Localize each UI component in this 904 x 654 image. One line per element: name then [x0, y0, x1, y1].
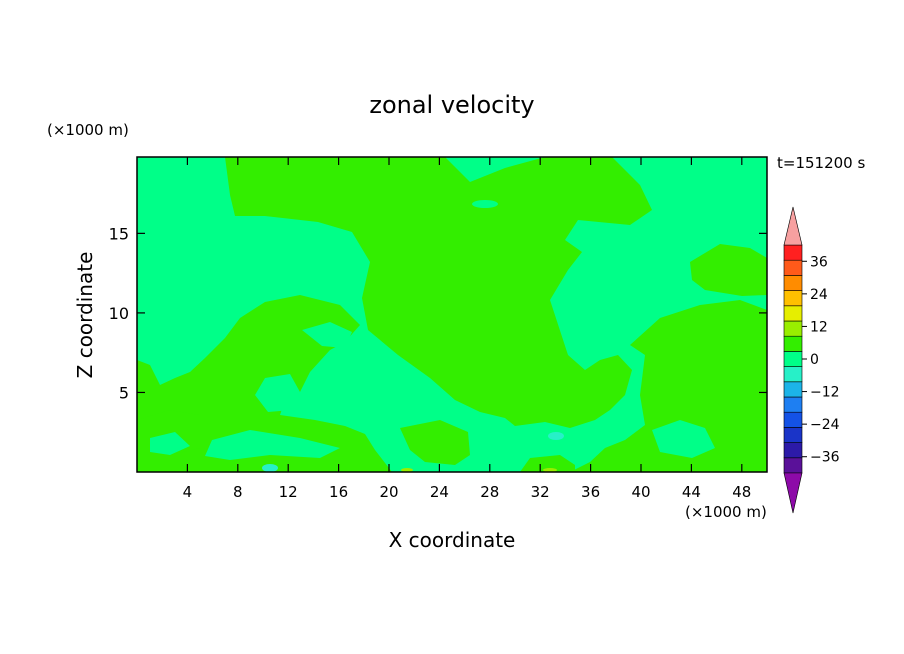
colorbar-swatch — [783, 411, 803, 428]
colorbar-swatch — [783, 320, 803, 337]
colorbar-tick-label: −24 — [810, 417, 840, 433]
x-axis-label: X coordinate — [389, 528, 516, 552]
x-unit-label: (×1000 m) — [685, 503, 767, 521]
colorbar-swatch — [783, 290, 803, 307]
x-ticks: 4 8 12 16 20 24 28 32 36 40 44 48 — [183, 157, 751, 501]
x-tick-label: 32 — [531, 483, 550, 501]
colorbar-swatch — [783, 335, 803, 352]
colorbar-swatch — [783, 427, 803, 443]
near-zero-pockets — [150, 200, 767, 460]
negative-velocity-pockets — [262, 432, 564, 472]
plot-area — [136, 156, 768, 473]
colorbar-tick-label: 0 — [810, 352, 819, 368]
colorbar-over-arrow — [783, 206, 803, 246]
x-tick-label: 4 — [183, 483, 193, 501]
x-tick-label: 48 — [732, 483, 751, 501]
colorbar-swatch — [783, 244, 803, 261]
colorbar-swatch — [783, 275, 803, 291]
plot-frame — [136, 156, 768, 473]
chart-title: zonal velocity — [369, 91, 534, 119]
x-tick-label: 16 — [329, 483, 348, 501]
x-tick-label: 44 — [682, 483, 701, 501]
x-tick-label: 24 — [430, 483, 449, 501]
colorbar-swatch — [783, 457, 803, 474]
y-tick-label: 5 — [119, 383, 129, 402]
colorbar-swatch — [783, 351, 803, 367]
y-unit-label: (×1000 m) — [47, 121, 129, 139]
colorbar: −36 −24 −12 0 12 24 36 — [783, 206, 840, 514]
y-axis-label: Z coordinate — [73, 252, 97, 379]
time-label: t=151200 s — [777, 154, 865, 172]
x-tick-label: 36 — [581, 483, 600, 501]
y-ticks: 5 10 15 — [109, 224, 767, 402]
colorbar-swatch — [783, 381, 803, 398]
colorbar-tick-label: 12 — [810, 319, 828, 335]
colorbar-swatch — [783, 442, 803, 459]
x-tick-label: 20 — [379, 483, 398, 501]
x-tick-label: 8 — [233, 483, 243, 501]
colorbar-tick-label: 24 — [810, 287, 828, 303]
y-tick-label: 10 — [109, 304, 129, 323]
colorbar-tick-label: −36 — [810, 450, 840, 466]
colorbar-swatch — [783, 396, 803, 413]
x-tick-label: 40 — [631, 483, 650, 501]
y-tick-label: 15 — [109, 224, 129, 243]
colorbar-swatch — [783, 366, 803, 383]
boundary-specks — [401, 468, 557, 472]
colorbar-swatch — [783, 305, 803, 322]
x-tick-label: 28 — [480, 483, 499, 501]
x-tick-label: 12 — [279, 483, 298, 501]
colorbar-tick-label: 36 — [810, 254, 828, 270]
colorbar-tick-label: −12 — [810, 385, 840, 401]
colorbar-under-arrow — [783, 472, 803, 514]
colorbar-swatch — [783, 259, 803, 276]
